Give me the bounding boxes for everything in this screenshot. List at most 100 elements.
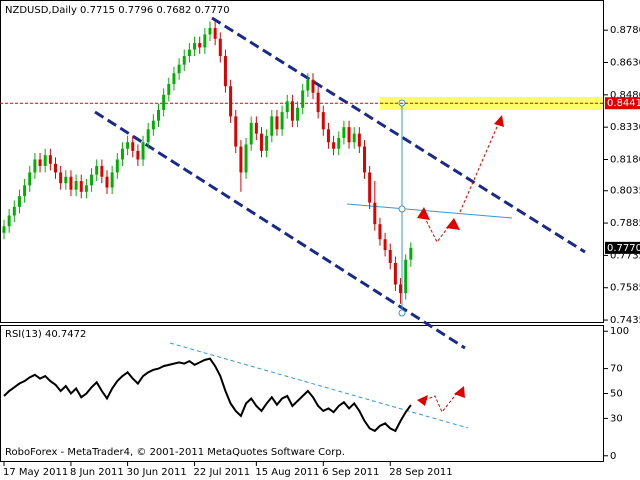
- y-tick-label: 70: [610, 364, 623, 375]
- candle-body: [265, 135, 269, 151]
- candle-body: [260, 133, 263, 151]
- candle-body: [59, 172, 63, 184]
- candle-body: [352, 133, 356, 143]
- candle-body: [249, 122, 253, 145]
- candle-body: [167, 84, 171, 95]
- candle-body: [388, 250, 392, 263]
- anchor: [398, 205, 406, 213]
- candle-body: [126, 142, 130, 149]
- candle-body: [270, 116, 274, 136]
- candle-body: [115, 159, 119, 173]
- candle-body: [290, 101, 294, 121]
- candle-body: [296, 107, 300, 121]
- candle-body: [74, 181, 78, 190]
- candle-body: [54, 163, 57, 173]
- x-tick-label: 8 Jun 2011: [70, 467, 124, 478]
- candle-body: [326, 129, 330, 143]
- y-tick-label: 100: [610, 326, 629, 337]
- candle-body: [17, 196, 21, 207]
- candle-body: [151, 120, 155, 130]
- channel-upper: [211, 16, 586, 254]
- candle-body: [218, 38, 222, 57]
- candle-body: [311, 79, 315, 93]
- rsi-line: [3, 357, 412, 433]
- x-tick-label: 6 Sep 2011: [322, 467, 379, 478]
- y-tick-label: 0.7435: [610, 315, 640, 326]
- candle-body: [146, 129, 150, 143]
- candle-body: [275, 116, 279, 130]
- candle-body: [172, 73, 176, 85]
- candle-body: [378, 224, 382, 240]
- candle-body: [306, 79, 310, 91]
- candle-body: [203, 34, 207, 48]
- candle-body: [337, 137, 341, 149]
- candle-body: [69, 176, 73, 190]
- candle-body: [399, 284, 403, 294]
- candle-body: [162, 94, 166, 110]
- candle-body: [193, 43, 197, 50]
- price-pane: [0, 0, 604, 323]
- candle-body: [177, 64, 181, 74]
- y-tick-label: 0.7885: [610, 218, 640, 229]
- rsi-title: RSI(13) 40.7472: [5, 329, 86, 340]
- candle-body: [347, 127, 351, 143]
- candle-body: [12, 206, 16, 216]
- candle-body: [23, 185, 27, 197]
- candle-body: [244, 144, 248, 173]
- forecast-path: [459, 119, 501, 213]
- candle-body: [280, 112, 284, 130]
- candle-body: [64, 176, 68, 184]
- last-price-box: [605, 241, 640, 254]
- candle-body: [229, 86, 233, 117]
- candle-body: [38, 159, 42, 166]
- candle-body: [157, 109, 160, 121]
- candle-body: [321, 112, 325, 130]
- candle-body: [316, 92, 320, 113]
- candle-body: [90, 174, 94, 186]
- x-tick-label: 17 May 2011: [3, 467, 68, 478]
- candle-body: [363, 146, 366, 173]
- x-tick-label: 28 Sep 2011: [389, 467, 452, 478]
- anchor: [398, 309, 406, 317]
- candle-body: [342, 127, 346, 138]
- candle-body: [373, 202, 377, 225]
- last-price-label: 0.7770: [607, 243, 640, 254]
- y-tick-label: 0: [610, 451, 616, 462]
- x-tick-label: 30 Jun 2011: [127, 467, 187, 478]
- candle-body: [120, 148, 124, 160]
- y-tick-label: 50: [610, 389, 623, 400]
- candle-body: [131, 142, 135, 151]
- candle-body: [136, 150, 140, 160]
- candle-body: [223, 56, 227, 87]
- rsi-pane: [0, 325, 604, 462]
- candle-body: [213, 28, 217, 39]
- candle-body: [182, 56, 186, 65]
- candle-body: [105, 176, 109, 188]
- candle-body: [79, 181, 83, 192]
- candle-body: [285, 101, 289, 113]
- candle-body: [33, 159, 37, 173]
- candle-body: [404, 259, 408, 294]
- forecast-path: [421, 211, 453, 243]
- x-tick-label: 15 Aug 2011: [255, 467, 319, 478]
- rsi-trendline: [169, 342, 469, 429]
- x-tick-label: 22 Jul 2011: [194, 467, 251, 478]
- candle-body: [43, 155, 47, 166]
- chart-title: NZDUSD,Daily 0.7715 0.7796 0.7682 0.7770: [5, 5, 230, 16]
- candle-body: [7, 215, 11, 227]
- y-tick-label: 30: [610, 413, 623, 424]
- candle-body: [393, 262, 397, 285]
- candle-body: [100, 165, 104, 177]
- candle-body: [28, 172, 32, 186]
- level-box: [605, 97, 640, 110]
- candle-body: [409, 247, 413, 260]
- candle-body: [187, 49, 191, 57]
- watermark: RoboForex - MetaTrader4, © 2001-2011 Met…: [5, 447, 345, 458]
- candle-body: [301, 90, 305, 108]
- candle-body: [254, 122, 258, 134]
